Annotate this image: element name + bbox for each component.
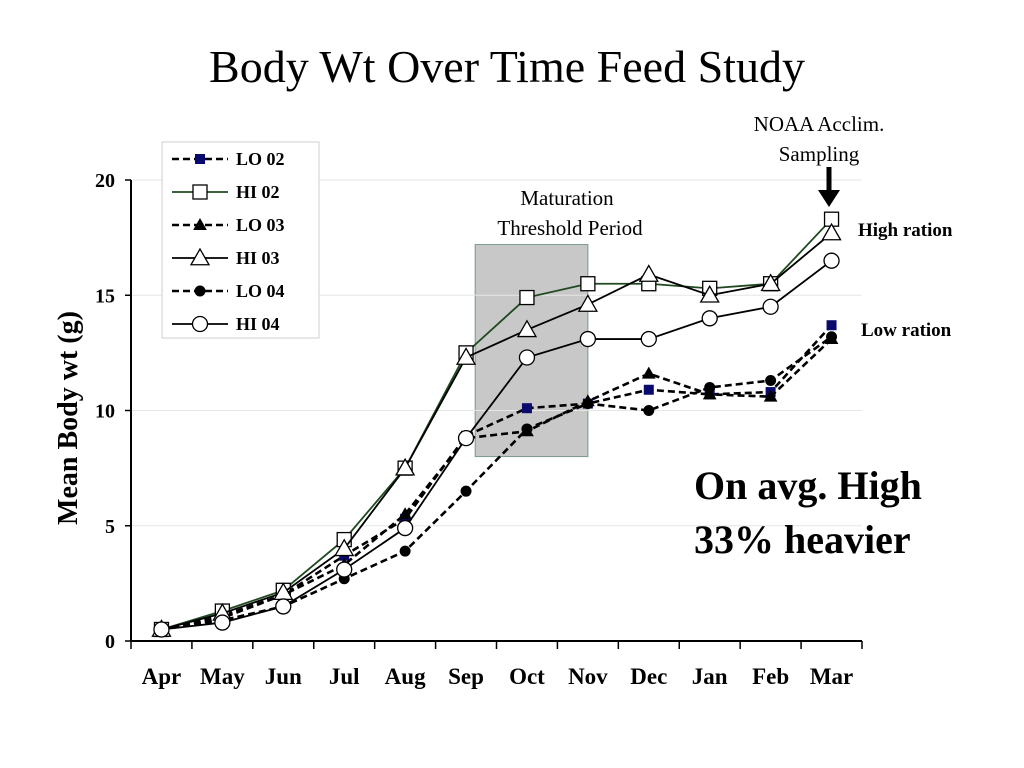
- y-tick-label: 10: [95, 401, 115, 423]
- data-point: [460, 485, 472, 497]
- y-tick-label: 20: [95, 170, 115, 192]
- y-tick-label: 5: [105, 516, 115, 538]
- data-point: [826, 320, 837, 331]
- data-point: [699, 284, 720, 303]
- data-point: [334, 538, 355, 557]
- shaded-region: [474, 244, 589, 458]
- legend-item: HI 04: [172, 314, 280, 334]
- data-point: [823, 252, 840, 269]
- data-point: [214, 614, 231, 631]
- noaa-label-line1: NOAA Acclim.: [754, 112, 885, 136]
- data-point: [455, 347, 477, 365]
- x-tick-label: Sep: [448, 664, 484, 689]
- note-line1: On avg. High: [694, 463, 922, 508]
- legend-label: LO 04: [236, 281, 285, 301]
- legend-label: LO 02: [236, 149, 285, 169]
- data-point: [643, 384, 654, 395]
- down-arrow-icon: [818, 167, 840, 207]
- legend-marker: [192, 184, 208, 200]
- x-tick-label: May: [200, 664, 245, 689]
- data-point: [821, 222, 842, 241]
- series-hi-04: [153, 252, 840, 638]
- x-tick-label: Aug: [385, 664, 426, 689]
- data-point: [760, 273, 781, 292]
- data-point: [516, 319, 538, 338]
- legend-marker: [194, 285, 206, 297]
- series-hi-03: [151, 222, 842, 637]
- maturation-threshold-box: [474, 244, 589, 458]
- high-ration-label: High ration: [858, 220, 953, 241]
- legend-item: LO 03: [172, 215, 285, 235]
- data-point: [763, 389, 778, 402]
- x-tick-label: Dec: [630, 664, 667, 689]
- data-point: [521, 403, 532, 414]
- x-tick-label: Nov: [568, 664, 608, 689]
- noaa-label-line2: Sampling: [779, 142, 860, 166]
- legend-marker: [195, 154, 205, 164]
- data-point: [641, 366, 656, 379]
- data-point: [396, 519, 414, 537]
- legend-marker: [189, 247, 211, 266]
- shaded-region-label-line2: Threshold Period: [497, 216, 643, 240]
- series-line: [161, 259, 833, 631]
- legend-box: [161, 141, 320, 339]
- legend-marker: [193, 217, 207, 230]
- data-point: [582, 398, 594, 410]
- data-point: [519, 289, 535, 306]
- x-tick-label: Jul: [329, 664, 360, 689]
- legend-marker: [191, 315, 209, 333]
- legend-label: HI 03: [236, 248, 280, 268]
- series-line: [161, 218, 833, 631]
- data-point: [457, 430, 475, 447]
- legend-item: LO 02: [172, 149, 285, 169]
- data-point: [826, 331, 838, 343]
- low-ration-label: Low ration: [861, 320, 952, 341]
- x-tick-label: Feb: [752, 664, 789, 689]
- series-group: [151, 211, 842, 638]
- data-point: [399, 545, 411, 557]
- data-point: [395, 457, 416, 476]
- data-point: [336, 561, 353, 578]
- y-axis-label: Mean Body wt (g): [53, 311, 84, 525]
- data-point: [577, 294, 598, 312]
- data-point: [704, 381, 716, 393]
- axes: 0 5 10 15 20 Apr May Jun Jul Aug Sep Oct Nov Dec Jan Fe…: [95, 170, 863, 689]
- data-point: [521, 423, 533, 435]
- data-point: [702, 387, 717, 400]
- x-tick-label: Jun: [265, 664, 302, 689]
- data-point: [765, 375, 777, 387]
- data-point: [638, 264, 659, 282]
- data-point: [643, 405, 655, 416]
- x-tick-label: Jan: [692, 664, 728, 689]
- data-point: [275, 598, 292, 615]
- legend-item: HI 03: [172, 247, 280, 268]
- x-tick-label: Oct: [509, 664, 545, 689]
- series-line: [161, 232, 833, 631]
- note-line2: 33% heavier: [694, 517, 911, 562]
- legend: LO 02 HI 02 LO 03 HI 03 LO 04 HI 04: [161, 141, 320, 339]
- data-point: [579, 330, 597, 348]
- data-point: [518, 349, 536, 366]
- legend-label: LO 03: [236, 215, 285, 235]
- data-point: [398, 507, 412, 520]
- x-tick-label: Mar: [810, 664, 853, 689]
- series-line: [161, 338, 833, 631]
- legend-item: LO 04: [172, 281, 285, 301]
- data-point: [640, 330, 657, 348]
- legend-label: HI 04: [236, 314, 280, 334]
- y-tick-label: 0: [105, 631, 115, 653]
- data-point: [762, 298, 779, 315]
- y-tick-label: 15: [95, 285, 115, 307]
- data-point: [153, 621, 170, 638]
- chart-title: Body Wt Over Time Feed Study: [209, 41, 805, 92]
- data-point: [701, 310, 718, 327]
- data-point: [580, 276, 596, 292]
- legend-label: HI 02: [236, 182, 280, 202]
- shaded-region-label-line1: Maturation: [520, 186, 614, 210]
- x-tick-label: Apr: [142, 664, 182, 689]
- legend-item: HI 02: [172, 182, 280, 202]
